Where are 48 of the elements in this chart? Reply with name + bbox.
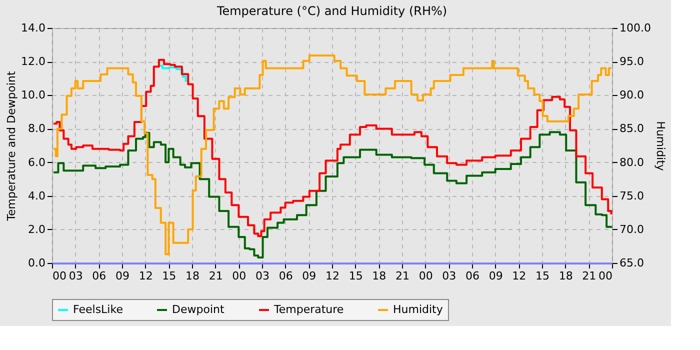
x-tick-label: 06 — [466, 270, 480, 282]
x-tick-label: 03 — [442, 270, 456, 282]
x-tick-label: 21 — [396, 270, 410, 282]
x-tick-label: 15 — [348, 270, 363, 282]
chart-title: Temperature (°C) and Humidity (RH%) — [216, 4, 448, 18]
x-tick-label: 15 — [162, 270, 176, 282]
y-tick-label: 14.0 — [21, 22, 46, 34]
y-tick-label: 2.0 — [28, 222, 46, 236]
x-tick-label: 09 — [116, 270, 130, 282]
y2-tick-label: 80.0 — [620, 156, 644, 169]
y-axis-title: Temperature and Dewpoint — [5, 70, 18, 222]
x-tick-label: 09 — [302, 270, 316, 282]
legend-label: Dewpoint — [172, 303, 225, 316]
x-tick-label: 12 — [326, 270, 340, 282]
x-tick-label: 21 — [582, 270, 596, 282]
y-tick-label: 12.0 — [21, 55, 46, 68]
legend-label: Humidity — [393, 303, 444, 316]
x-tick-label: 09 — [488, 270, 503, 282]
legend-label: FeelsLike — [73, 303, 124, 316]
legend-label: Temperature — [273, 303, 344, 316]
x-tick-label: 12 — [512, 270, 526, 282]
x-tick-label: 21 — [208, 270, 223, 282]
y2-tick-label: 85.0 — [620, 122, 644, 136]
x-tick-label: 03 — [68, 270, 83, 282]
y-tick-label: 8.0 — [28, 122, 46, 136]
x-tick-label: 18 — [558, 270, 573, 282]
y2-tick-label: 90.0 — [620, 88, 644, 102]
y2-tick-label: 70.0 — [620, 222, 644, 236]
x-tick-label: 00 — [52, 270, 66, 282]
x-tick-label: 18 — [372, 270, 386, 282]
x-tick-label: 00 — [232, 270, 246, 282]
y2-axis-title: Humidity — [654, 121, 667, 172]
x-tick-label: 15 — [536, 270, 550, 282]
x-tick-label: 12 — [138, 270, 153, 282]
y2-tick-label: 65.0 — [620, 256, 644, 270]
y-tick-label: 0.0 — [28, 256, 46, 270]
y2-tick-label: 95.0 — [620, 55, 644, 68]
y2-tick-label: 100.0 — [620, 22, 651, 34]
x-tick-label: 00 — [598, 270, 612, 282]
y-tick-label: 10.0 — [21, 88, 46, 102]
y-tick-label: 6.0 — [28, 156, 46, 169]
x-tick-label: 00 — [418, 270, 433, 282]
y2-tick-label: 75.0 — [620, 189, 644, 202]
y-tick-label: 4.0 — [28, 189, 46, 202]
x-tick-label: 06 — [92, 270, 106, 282]
x-tick-label: 06 — [278, 270, 293, 282]
x-tick-label: 03 — [256, 270, 270, 282]
x-tick-label: 18 — [186, 270, 200, 282]
